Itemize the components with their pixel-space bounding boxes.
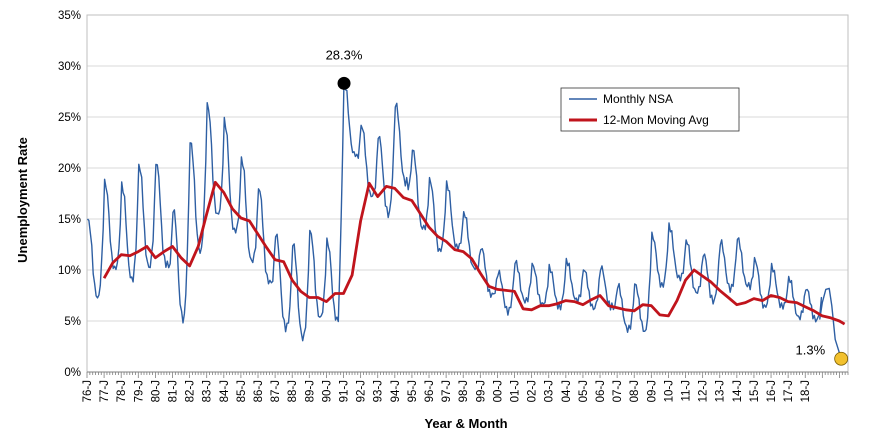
annotation-latest-marker bbox=[834, 351, 849, 366]
x-tick-label: 92-J bbox=[356, 380, 368, 402]
series-line-monthly-nsa bbox=[86, 79, 842, 359]
y-axis-ticks: 0% 5% 10% 15% 20% 25% 30% 35% bbox=[58, 10, 81, 379]
plot-frame bbox=[86, 14, 849, 373]
x-tick-label: 15-J bbox=[749, 380, 761, 402]
x-tick-label: 99-J bbox=[475, 380, 487, 402]
x-tick-label: 04-J bbox=[561, 380, 573, 402]
x-tick-label: 13-J bbox=[715, 380, 727, 402]
x-tick-label: 80-J bbox=[150, 380, 162, 402]
legend-label-moving-avg: 12-Mon Moving Avg bbox=[603, 113, 709, 127]
annotations: 28.3% 1.3% bbox=[310, 43, 849, 366]
annotation-latest-label: 1.3% bbox=[796, 343, 826, 358]
legend-label-monthly: Monthly NSA bbox=[603, 92, 673, 106]
x-axis: 76-J 77-J 78-J 79-J 80-J 81-J 82-J 83-J 84-J 85-J… bbox=[82, 371, 849, 402]
x-tick-label: 05-J bbox=[578, 380, 590, 402]
x-tick-label: 12-J bbox=[698, 380, 710, 402]
x-tick-label: 03-J bbox=[544, 380, 556, 402]
y-tick-label: 30% bbox=[58, 61, 81, 73]
x-tick-label: 09-J bbox=[646, 380, 658, 402]
x-axis-label: Year & Month bbox=[424, 416, 507, 431]
legend: Monthly NSA 12-Mon Moving Avg bbox=[560, 87, 740, 132]
x-tick-label: 76-J bbox=[82, 380, 94, 402]
x-tick-label: 10-J bbox=[663, 380, 675, 402]
y-tick-label: 15% bbox=[58, 214, 81, 226]
x-tick-label: 77-J bbox=[99, 380, 111, 402]
x-tick-label: 97-J bbox=[441, 380, 453, 402]
x-tick-label: 16-J bbox=[766, 380, 778, 402]
x-tick-label: 85-J bbox=[236, 380, 248, 402]
x-tick-label: 88-J bbox=[287, 380, 299, 402]
x-tick-label: 93-J bbox=[373, 380, 385, 402]
x-tick-label: 08-J bbox=[629, 380, 641, 402]
x-tick-label: 18-J bbox=[800, 380, 812, 402]
y-axis-label: Unemployment Rate bbox=[15, 137, 30, 263]
x-tick-label: 91-J bbox=[339, 380, 351, 402]
x-tick-label: 83-J bbox=[202, 380, 214, 402]
y-tick-label: 20% bbox=[58, 163, 81, 175]
x-tick-label: 87-J bbox=[270, 380, 282, 402]
annotation-peak-marker bbox=[337, 76, 351, 90]
x-tick-label: 11-J bbox=[681, 380, 693, 402]
x-tick-label: 82-J bbox=[185, 380, 197, 402]
x-tick-label: 02-J bbox=[527, 380, 539, 402]
x-tick-label: 79-J bbox=[133, 380, 145, 402]
x-tick-label: 98-J bbox=[458, 380, 470, 402]
series-line-moving-avg bbox=[102, 180, 846, 326]
y-tick-label: 10% bbox=[58, 265, 81, 277]
x-tick-label: 96-J bbox=[424, 380, 436, 402]
y-tick-label: 0% bbox=[64, 367, 81, 379]
y-tick-label: 35% bbox=[58, 10, 81, 22]
legend-box bbox=[560, 87, 740, 132]
x-tick-label: 81-J bbox=[168, 380, 180, 402]
x-tick-label: 84-J bbox=[219, 380, 231, 402]
gridlines bbox=[86, 14, 849, 373]
x-tick-label: 17-J bbox=[783, 380, 795, 402]
x-tick-label: 90-J bbox=[321, 380, 333, 402]
series-group bbox=[86, 79, 846, 359]
y-tick-label: 25% bbox=[58, 112, 81, 124]
x-tick-label: 86-J bbox=[253, 380, 265, 402]
x-tick-label: 78-J bbox=[116, 380, 128, 402]
x-tick-label: 94-J bbox=[390, 380, 402, 402]
annotation-peak-label: 28.3% bbox=[326, 47, 363, 62]
x-tick-label: 01-J bbox=[510, 380, 522, 402]
x-tick-label: 89-J bbox=[304, 380, 316, 402]
x-tick-label: 00-J bbox=[492, 380, 504, 402]
x-tick-label: 14-J bbox=[732, 380, 744, 402]
x-tick-label: 06-J bbox=[595, 380, 607, 402]
y-tick-label: 5% bbox=[64, 316, 81, 328]
x-tick-label: 07-J bbox=[612, 380, 624, 402]
annotation-label-bg bbox=[310, 43, 379, 66]
x-tick-label: 95-J bbox=[407, 380, 419, 402]
